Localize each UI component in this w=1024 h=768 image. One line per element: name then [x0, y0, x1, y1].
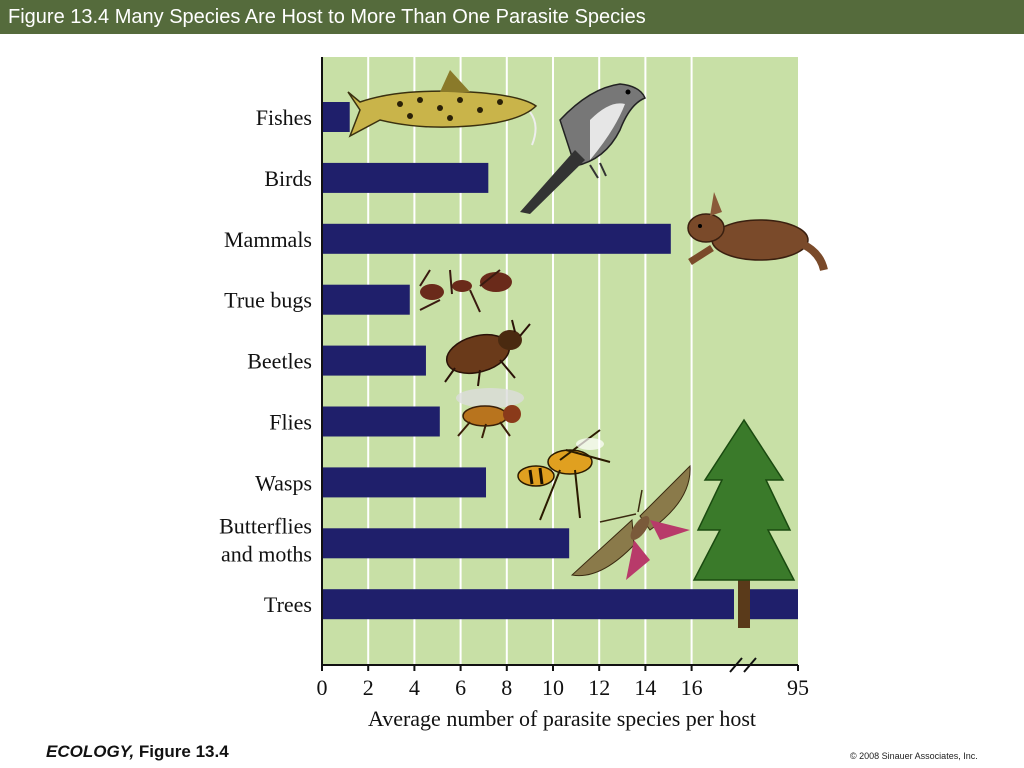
- footer-caption: ECOLOGY, Figure 13.4: [46, 742, 229, 762]
- bars: [322, 102, 798, 620]
- bar-3: [322, 223, 671, 254]
- footer-figure-number: Figure 13.4: [134, 742, 229, 761]
- bar-8: [322, 528, 570, 559]
- tick-label: 2: [363, 675, 374, 700]
- bar-2: [322, 162, 489, 193]
- rabbit-icon: [687, 192, 828, 272]
- category-label: Trees: [264, 592, 312, 617]
- category-label: Butterflies and moths: [219, 513, 312, 566]
- bar-6: [322, 406, 440, 437]
- axis-break-mark: [729, 657, 757, 673]
- tick-label: 8: [501, 675, 512, 700]
- beetle-icon: [444, 319, 531, 387]
- bar-7: [322, 467, 487, 498]
- wasp-icon: [517, 429, 611, 521]
- footer-book-title: ECOLOGY,: [46, 742, 135, 761]
- category-label: Beetles: [247, 349, 312, 374]
- tick-label: 14: [634, 675, 656, 700]
- bird-icon: [520, 83, 646, 214]
- title-bar: Figure 13.4 Many Species Are Host to Mor…: [0, 0, 1024, 34]
- category-label: Birds: [264, 166, 312, 191]
- catfish-icon: [347, 70, 538, 146]
- tick-label: 95: [787, 675, 809, 700]
- copyright-notice: © 2008 Sinauer Associates, Inc.: [850, 751, 978, 761]
- category-label: Flies: [269, 410, 312, 435]
- moth-icon: [570, 464, 691, 580]
- bar-4: [322, 284, 410, 315]
- x-axis: [321, 57, 798, 673]
- x-axis-title: Average number of parasite species per h…: [368, 706, 756, 731]
- category-label: True bugs: [224, 288, 312, 313]
- fly-icon: [456, 388, 524, 439]
- bar-5: [322, 345, 426, 376]
- bar-9-segment-2: [750, 589, 798, 620]
- category-label: Wasps: [255, 470, 312, 495]
- tick-label: 0: [317, 675, 328, 700]
- tick-label: 4: [409, 675, 420, 700]
- ant-icon: [419, 269, 512, 313]
- tick-label: 12: [588, 675, 610, 700]
- category-label: Mammals: [224, 227, 312, 252]
- tick-label: 10: [542, 675, 564, 700]
- bar-1: [322, 102, 350, 132]
- x-tick-labels: 0 2 4 6 8 10 12 14 16 95: [317, 665, 809, 700]
- bar-9-segment-1: [322, 589, 734, 620]
- tick-label: 16: [681, 675, 703, 700]
- tree-icon: [692, 418, 796, 628]
- illustrations: [347, 70, 828, 628]
- slide-title: Figure 13.4 Many Species Are Host to Mor…: [8, 6, 646, 28]
- tick-label: 6: [455, 675, 466, 700]
- category-label: Fishes: [256, 105, 312, 130]
- category-labels: Fishes Birds Mammals True bugs Beetles Flies W…: [219, 105, 312, 617]
